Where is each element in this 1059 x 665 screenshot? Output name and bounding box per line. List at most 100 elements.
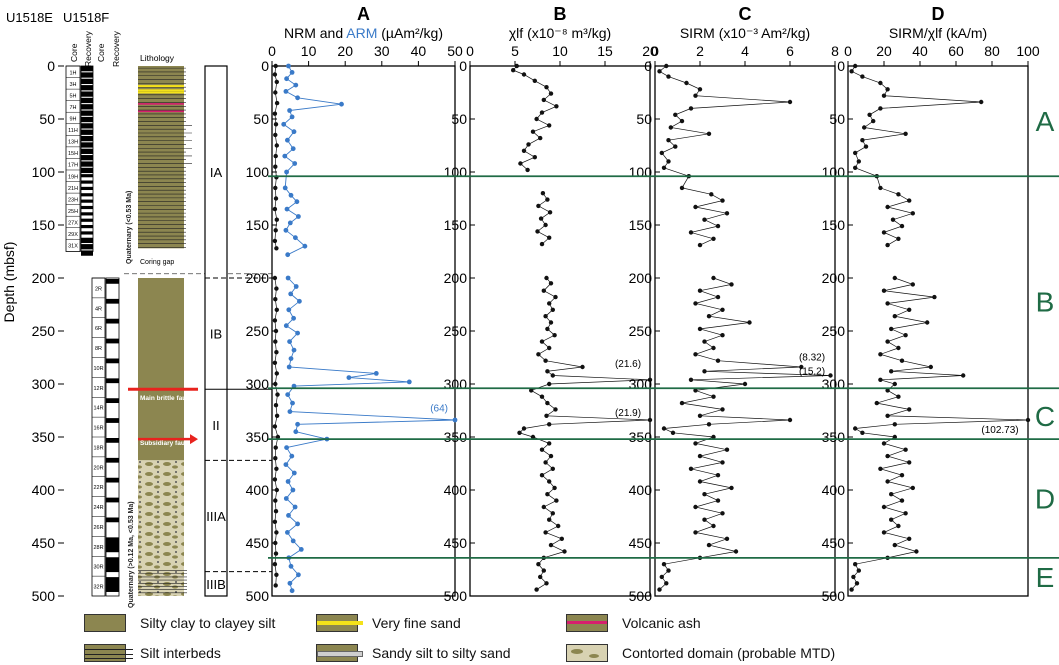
x-tick-label: 0 (268, 43, 276, 59)
arm-data-point (287, 108, 292, 113)
chi-data-point (550, 466, 555, 471)
ratio-data-point (885, 388, 890, 393)
chi-data-point (539, 394, 545, 399)
x-tick-label: 30 (374, 43, 390, 59)
recovery-bar-e (81, 78, 93, 85)
ratio-data-point (885, 242, 890, 248)
ratio-data-point (910, 211, 915, 216)
ratio-data-point (928, 364, 933, 370)
x-tick-label: 4 (741, 43, 749, 59)
chi-data-point (545, 326, 550, 332)
sirm-data-point (720, 511, 725, 516)
sirm-data-point (693, 441, 698, 446)
lith-volcanic-ash (138, 110, 184, 113)
chi-data-point (554, 498, 559, 503)
chi-data-point (521, 148, 527, 153)
y-tick-label: 250 (629, 323, 653, 339)
chi-data-point (545, 400, 550, 406)
arm-data-point (284, 169, 289, 175)
sirm-data-point (715, 223, 721, 229)
y-tick-label: 450 (629, 535, 653, 551)
recovery-bar-e (81, 199, 93, 203)
sirm-data-point (742, 381, 748, 387)
arm-data-point (288, 192, 294, 198)
panel-letter: C (739, 4, 752, 24)
sirm-data-point (661, 165, 667, 170)
y-tick-label: 400 (629, 482, 653, 498)
arm-data-point (284, 445, 289, 450)
chi-data-point (530, 129, 536, 134)
panel-letter: B (554, 4, 567, 24)
arm-data-point (296, 214, 301, 219)
recovery-col-label-f: Recovery (111, 30, 121, 67)
sirm-data-point (693, 530, 698, 535)
nrm-data-point (273, 164, 278, 169)
y-tick-label: 100 (822, 164, 846, 180)
ratio-data-point (881, 530, 887, 535)
chi-data-point (543, 460, 548, 465)
chi-data-point (547, 123, 552, 128)
nrm-data-point (275, 434, 281, 440)
sirm-data-point (693, 301, 698, 306)
core-label-e: 29X (68, 232, 78, 238)
arm-data-point (293, 429, 299, 435)
arm-data-point (290, 487, 296, 493)
ratio-data-point (881, 441, 887, 446)
ratio-data-point (892, 434, 897, 440)
legend-label-contorted: Contorted domain (probable MTD) (622, 645, 836, 661)
legend-swatch-silty-clay (84, 614, 126, 632)
chi-data-point (539, 473, 545, 478)
ratio-data-point (899, 498, 905, 503)
ratio-data-point (961, 373, 966, 378)
ratio-data-point (903, 333, 908, 338)
ratio-data-point (854, 581, 860, 586)
arm-data-point (284, 76, 289, 82)
ratio-data-point (899, 223, 905, 229)
ratio-data-point (910, 282, 915, 287)
y-tick-label: 100 (629, 164, 653, 180)
chi-data-point (538, 216, 544, 221)
legend-label-sandy-silt: Sandy silt to silty sand (372, 645, 511, 661)
ratio-data-point (889, 369, 894, 374)
recovery-bar-e (81, 97, 93, 104)
nrm-data-point (272, 424, 278, 429)
recovery-bar-e (81, 91, 93, 97)
legend-swatch-volcanic-ash (566, 614, 608, 632)
depth-axis: 0 50 100 150 200 250 300 350 400 450 500 (32, 58, 64, 604)
ratio-data-point (907, 407, 912, 412)
ratio-data-point (899, 473, 905, 478)
recovery-bar-e (81, 142, 93, 148)
core-label-e: 13H (68, 140, 78, 146)
arm-data-point (283, 462, 289, 467)
arm-data-point (283, 496, 289, 501)
core-label-e: 11H (68, 128, 78, 134)
core-label-e: 3H (69, 82, 76, 88)
y-tick-label: 350 (822, 429, 846, 445)
nrm-data-point (274, 307, 279, 312)
panel-title: NRM and ARM (µAm²/kg) (284, 25, 443, 41)
y-tick-label: 50 (253, 111, 269, 127)
sirm-data-point (661, 426, 667, 431)
arm-data-point (286, 63, 291, 69)
y-tick-label: 150 (444, 217, 468, 233)
sirm-data-point (693, 504, 698, 510)
nrm-data-point (272, 111, 278, 116)
y-tick-label: 300 (822, 376, 846, 392)
chi-data-point (550, 307, 555, 312)
chi-data-point (530, 434, 536, 440)
arm-data-point (289, 70, 295, 75)
chi-data-point (529, 388, 534, 393)
ratio-data-point (849, 587, 854, 592)
panel-frame (847, 65, 1029, 597)
core-label-f: 4R (95, 306, 102, 312)
y-tick-label: 450 (822, 535, 846, 551)
arm-data-point (295, 95, 300, 101)
recovery-bar-e (81, 174, 93, 178)
depth-tick-label: 50 (39, 111, 55, 127)
y-tick-label: 500 (629, 588, 653, 604)
sirm-data-point (702, 339, 707, 344)
core-col-label-e: Core (69, 43, 79, 62)
legend-label-silt-interbeds: Silt interbeds (140, 645, 221, 661)
ratio-data-point (871, 118, 876, 124)
unit-label: IB (210, 327, 222, 342)
